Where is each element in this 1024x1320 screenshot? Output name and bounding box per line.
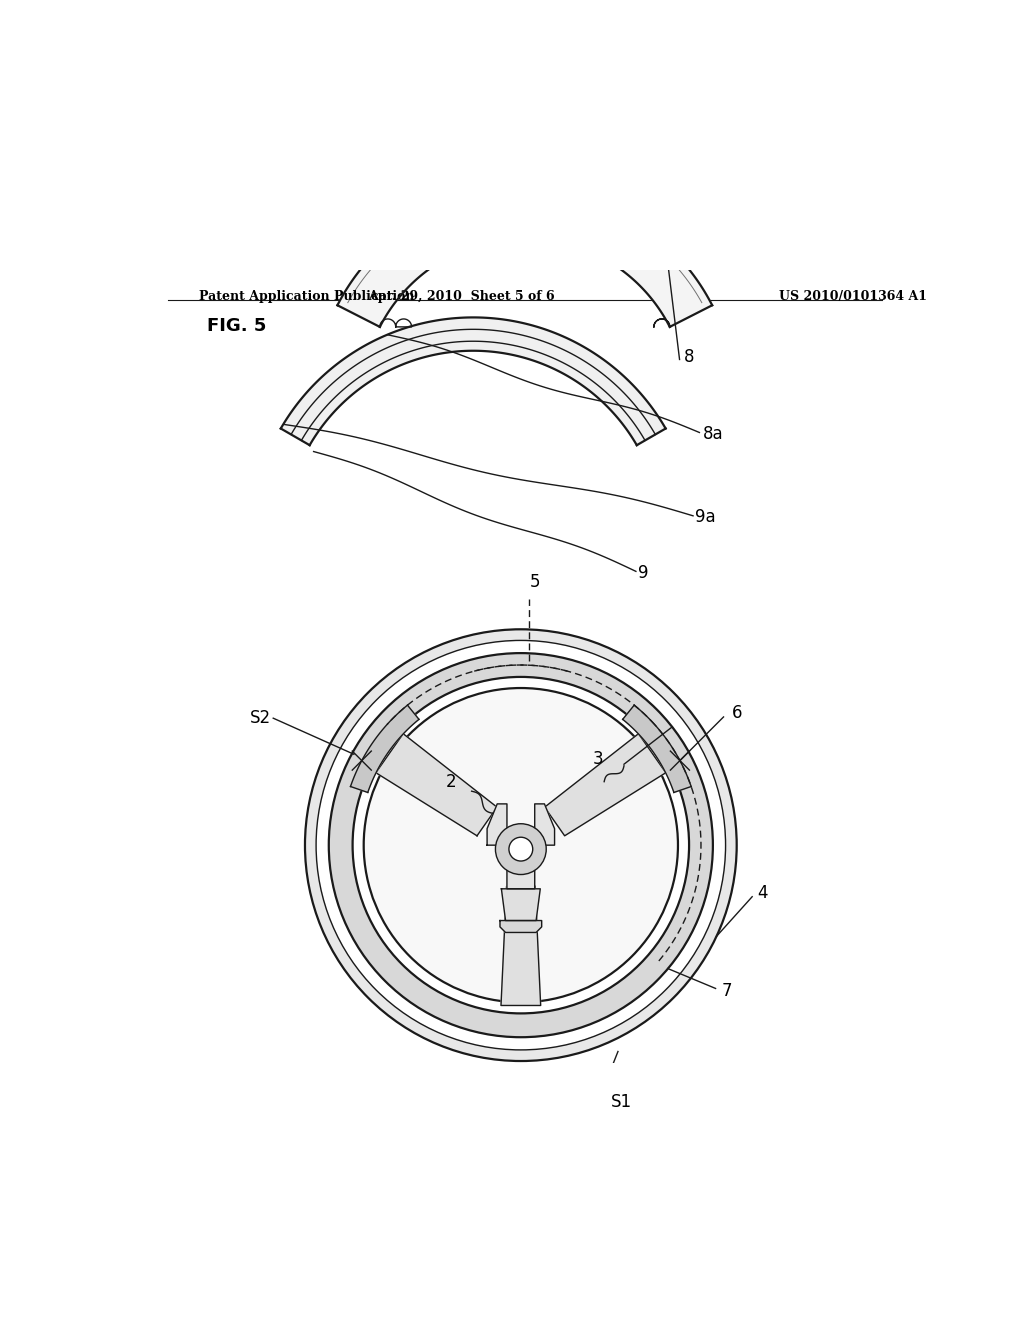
Polygon shape	[502, 888, 541, 920]
Circle shape	[366, 689, 677, 1001]
Polygon shape	[376, 734, 497, 836]
Text: 2: 2	[445, 772, 456, 791]
Polygon shape	[305, 630, 736, 1061]
Polygon shape	[500, 920, 542, 932]
Polygon shape	[487, 804, 555, 888]
Text: 8a: 8a	[702, 425, 723, 444]
Text: 8: 8	[684, 348, 694, 366]
Circle shape	[496, 824, 546, 875]
Circle shape	[509, 837, 532, 861]
Polygon shape	[350, 705, 419, 792]
Text: 3: 3	[592, 751, 603, 768]
Text: 9: 9	[638, 564, 649, 582]
Polygon shape	[329, 653, 713, 1038]
Polygon shape	[501, 887, 541, 1006]
Text: 5: 5	[529, 573, 541, 591]
Polygon shape	[623, 705, 691, 792]
Circle shape	[364, 688, 678, 1002]
Text: 4: 4	[758, 883, 768, 902]
Text: S2: S2	[250, 709, 270, 727]
Text: FIG. 5: FIG. 5	[207, 317, 266, 335]
Text: 6: 6	[731, 704, 742, 722]
Polygon shape	[338, 190, 712, 327]
Text: 7: 7	[722, 982, 732, 999]
Polygon shape	[281, 317, 666, 445]
Text: US 2010/0101364 A1: US 2010/0101364 A1	[778, 289, 927, 302]
Polygon shape	[545, 734, 666, 836]
Text: Apr. 29, 2010  Sheet 5 of 6: Apr. 29, 2010 Sheet 5 of 6	[368, 289, 555, 302]
Text: 9a: 9a	[695, 508, 716, 527]
Text: S1: S1	[610, 1093, 632, 1110]
Text: Patent Application Publication: Patent Application Publication	[200, 289, 415, 302]
